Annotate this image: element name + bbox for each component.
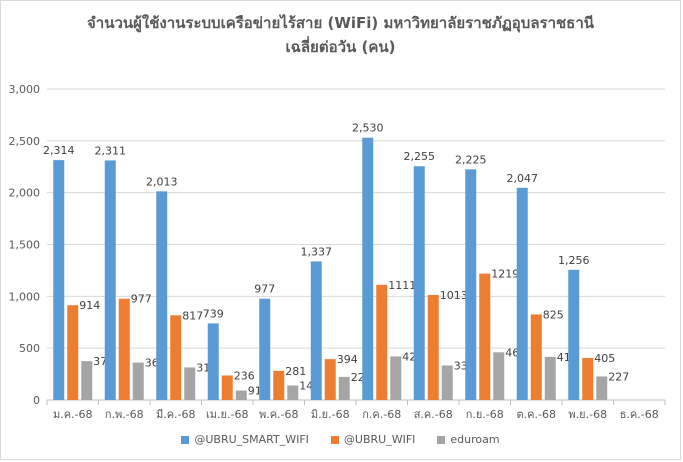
legend-label: @UBRU_SMART_WIFI xyxy=(194,433,309,446)
bar-eduroam xyxy=(132,362,144,400)
bar-ubru-wifi xyxy=(170,315,182,400)
data-label: 281 xyxy=(285,365,306,378)
bar-ubru-smart-wifi xyxy=(465,169,477,400)
y-tick-label: 1,000 xyxy=(9,290,41,303)
data-label: 1013 xyxy=(440,289,468,302)
y-tick-label: 1,500 xyxy=(9,239,41,252)
bar-eduroam xyxy=(596,376,608,400)
bar-ubru-wifi xyxy=(427,294,439,400)
bar-ubru-smart-wifi xyxy=(413,166,425,400)
data-label: 739 xyxy=(203,307,224,320)
data-label: 977 xyxy=(131,293,152,306)
x-tick-label: เม.ย.-68 xyxy=(206,408,248,421)
bar-ubru-smart-wifi xyxy=(568,269,580,400)
x-tick-label: มี.ค.-68 xyxy=(156,408,196,421)
data-label: 1,256 xyxy=(558,254,590,267)
data-label: 817 xyxy=(182,309,203,322)
chart-title: จำนวนผู้ใช้งานระบบเครือข่ายไร้สาย (WiFi)… xyxy=(1,11,680,59)
data-label: 405 xyxy=(594,352,615,365)
legend: @UBRU_SMART_WIFI @UBRU_WIFI eduroam xyxy=(1,433,680,446)
data-label: 1,337 xyxy=(301,245,333,258)
y-tick-label: 2,000 xyxy=(9,187,41,200)
data-label: 2,255 xyxy=(404,150,436,163)
bar-eduroam xyxy=(184,367,196,400)
bar-ubru-smart-wifi xyxy=(516,187,528,400)
data-label: 825 xyxy=(543,308,564,321)
data-label: 394 xyxy=(337,353,358,366)
bar-ubru-wifi xyxy=(67,305,79,400)
bar-ubru-smart-wifi xyxy=(104,160,116,400)
bar-eduroam xyxy=(235,390,247,400)
legend-label: eduroam xyxy=(450,433,500,446)
y-tick-label: 0 xyxy=(33,394,40,407)
bar-eduroam xyxy=(287,385,299,400)
bar-ubru-wifi xyxy=(118,298,130,400)
x-tick-label: ธ.ค.-68 xyxy=(620,408,659,421)
x-tick-label: พ.ค.-68 xyxy=(259,408,299,421)
data-label: 2,225 xyxy=(455,153,487,166)
x-tick-label: ต.ค.-68 xyxy=(517,408,556,421)
bar-ubru-wifi xyxy=(221,375,233,400)
x-tick-label: ม.ค.-68 xyxy=(53,408,93,421)
data-label: 2,311 xyxy=(95,144,127,157)
bar-ubru-smart-wifi xyxy=(53,160,65,400)
y-tick-label: 2,500 xyxy=(9,135,41,148)
bar-ubru-smart-wifi xyxy=(259,298,271,400)
chart-title-line-2: เฉลี่ยต่อวัน (คน) xyxy=(285,38,396,56)
chart-title-line-1: จำนวนผู้ใช้งานระบบเครือข่ายไร้สาย (WiFi)… xyxy=(86,14,595,32)
y-tick-label: 3,000 xyxy=(9,83,41,96)
bar-eduroam xyxy=(81,361,93,400)
x-tick-label: ก.ย.-68 xyxy=(466,408,504,421)
legend-swatch xyxy=(330,435,339,444)
data-label: 236 xyxy=(234,370,255,383)
bar-eduroam xyxy=(390,356,402,400)
legend-item: @UBRU_SMART_WIFI xyxy=(181,433,309,446)
legend-swatch xyxy=(181,435,190,444)
x-tick-label: มิ.ย.-68 xyxy=(311,408,350,421)
bar-ubru-smart-wifi xyxy=(362,137,374,400)
bar-ubru-wifi xyxy=(324,359,336,400)
data-label: 1219 xyxy=(491,268,519,281)
data-label: 2,530 xyxy=(352,122,384,135)
bar-ubru-smart-wifi xyxy=(207,323,219,400)
data-label: 914 xyxy=(79,299,100,312)
x-tick-label: ก.พ.-68 xyxy=(105,408,144,421)
legend-item: @UBRU_WIFI xyxy=(330,433,416,446)
bar-eduroam xyxy=(544,356,556,400)
data-label: 2,013 xyxy=(146,175,178,188)
data-label: 2,047 xyxy=(507,172,539,185)
data-label: 2,314 xyxy=(43,144,75,157)
x-tick-label: ก.ค.-68 xyxy=(362,408,401,421)
bar-ubru-smart-wifi xyxy=(156,191,168,400)
legend-swatch xyxy=(437,435,446,444)
bar-eduroam xyxy=(338,376,350,400)
y-tick-label: 500 xyxy=(19,342,40,355)
bar-eduroam xyxy=(493,352,505,400)
legend-label: @UBRU_WIFI xyxy=(343,433,416,446)
bar-ubru-smart-wifi xyxy=(310,261,322,400)
bar-eduroam xyxy=(441,365,453,400)
data-label: 91 xyxy=(248,385,262,398)
data-label: 977 xyxy=(254,283,275,296)
x-tick-label: พ.ย.-68 xyxy=(568,408,607,421)
bar-ubru-wifi xyxy=(582,358,594,400)
bar-ubru-wifi xyxy=(273,370,285,400)
data-label: 1111 xyxy=(388,279,416,292)
x-tick-label: ส.ค.-68 xyxy=(414,408,453,421)
bar-ubru-wifi xyxy=(376,284,388,400)
legend-item: eduroam xyxy=(437,433,500,446)
bar-ubru-wifi xyxy=(479,273,491,400)
bar-ubru-wifi xyxy=(530,314,542,400)
data-label: 227 xyxy=(608,370,629,383)
